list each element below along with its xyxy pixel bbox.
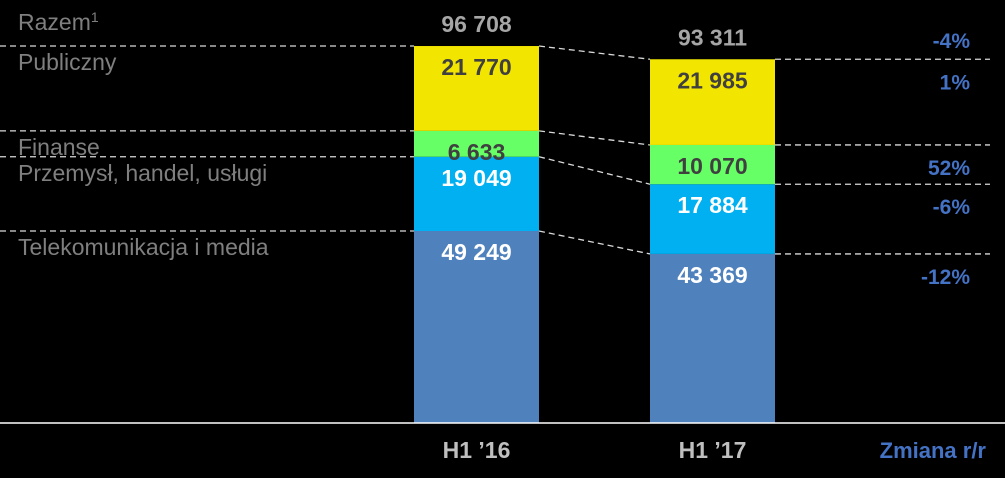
x-tick-label: H1 ’16	[443, 437, 511, 463]
x-tick-label: H1 ’17	[679, 437, 747, 463]
footnote-marker: 1	[91, 9, 99, 25]
change-label: -6%	[933, 196, 971, 219]
connector-line	[538, 130, 651, 146]
total-label: 93 311	[678, 24, 747, 50]
category-label: Telekomunikacja i media	[18, 234, 269, 260]
data-label: 43 369	[677, 262, 747, 288]
bar-segment	[650, 144, 775, 185]
category-label: Finanse	[18, 134, 100, 160]
bar-segment	[414, 231, 539, 423]
change-label: 1%	[940, 71, 971, 94]
change-label: -12%	[921, 266, 970, 289]
bar-segment	[414, 156, 539, 232]
data-label: 10 070	[677, 153, 747, 179]
bar-segment	[650, 184, 775, 254]
data-label: 19 049	[441, 165, 511, 191]
bar-segment	[414, 130, 539, 157]
data-label: 6 633	[448, 139, 506, 165]
bar-segment	[414, 46, 539, 131]
data-label: 21 985	[677, 67, 748, 93]
bar-segment	[650, 253, 775, 423]
data-label: 21 770	[441, 54, 511, 80]
bars	[414, 46, 775, 423]
category-label: Publiczny	[18, 49, 117, 75]
total-row-label: Razem1	[18, 9, 99, 35]
change-column-header: Zmiana r/r	[880, 438, 987, 463]
connector-line	[538, 230, 651, 255]
connector-line	[538, 156, 651, 185]
category-label: Przemysł, handel, usługi	[18, 160, 267, 186]
data-label: 17 884	[677, 192, 748, 218]
change-label: 52%	[928, 157, 970, 180]
connector-lines	[0, 45, 990, 255]
total-label: 96 708	[441, 11, 512, 37]
bar-segment	[650, 59, 775, 145]
data-label: 49 249	[441, 239, 511, 265]
connector-line	[538, 45, 651, 60]
total-change-label: -4%	[933, 30, 971, 53]
